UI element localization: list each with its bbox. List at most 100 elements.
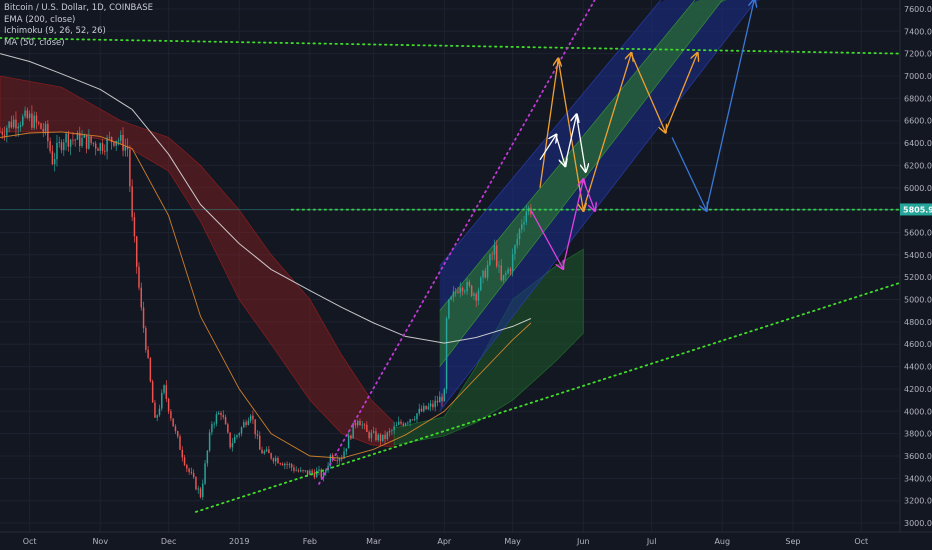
candle-body (131, 186, 133, 217)
candle-body (461, 287, 464, 292)
candle-body (186, 464, 188, 469)
x-tick-label: Dec (161, 537, 176, 546)
price-tag (900, 203, 932, 216)
candle-body (174, 426, 177, 432)
candle-body (429, 403, 432, 407)
x-tick-label: 2019 (229, 537, 249, 546)
candle-body (101, 143, 104, 151)
candle-body (486, 264, 489, 278)
candle-body (521, 224, 523, 230)
candle-body (411, 419, 414, 421)
white-projection-segment (539, 135, 556, 161)
legend-ema: EMA (200, close) (4, 14, 76, 25)
candle-body (336, 459, 338, 461)
candle-body (151, 381, 154, 403)
candle-body (211, 424, 213, 433)
x-tick-label: Oct (23, 537, 37, 546)
candle-body (42, 128, 45, 132)
candle-body (56, 142, 58, 160)
white-projection-segment (575, 115, 585, 171)
orange-projection-segment (582, 54, 631, 211)
candle-body (58, 142, 60, 143)
candle-body (202, 483, 204, 498)
candle-body (281, 463, 284, 466)
candle-body (90, 136, 92, 143)
blue-projection-segment (705, 0, 754, 211)
candle-body (341, 458, 343, 460)
candle-body (343, 451, 345, 459)
candle-body (418, 408, 420, 414)
candle-body (427, 406, 430, 410)
candle-body (473, 293, 475, 296)
candle-body (297, 470, 300, 472)
candle-body (452, 291, 455, 297)
candle-body (192, 472, 195, 478)
y-tick-label: 7200.00 (904, 50, 932, 59)
y-tick-label: 3600.00 (904, 452, 932, 461)
candle-body (115, 140, 117, 146)
candle-body (509, 269, 512, 272)
candle-body (88, 136, 90, 149)
candle-body (265, 449, 268, 452)
candle-body (120, 134, 122, 141)
candle-body (382, 434, 384, 441)
legend-symbol: Bitcoin / U.S. Dollar, 1D, COINBASE (4, 3, 153, 13)
candle-body (188, 468, 190, 472)
candle-body (10, 121, 13, 128)
candle-body (345, 448, 348, 452)
candle-body (135, 236, 138, 267)
candle-body (268, 449, 270, 454)
candle-body (459, 287, 461, 293)
candle-body (413, 419, 416, 421)
x-tick-label: Jun (576, 537, 590, 546)
candle-body (477, 290, 480, 301)
candle-body (518, 229, 521, 240)
candle-body (181, 449, 184, 458)
y-tick-label: 4800.00 (904, 318, 932, 327)
candle-body (375, 431, 377, 441)
candle-body (370, 432, 373, 439)
candle-body (0, 131, 1, 133)
candle-body (65, 133, 67, 143)
candle-body (379, 434, 382, 441)
candle-body (33, 115, 35, 128)
ma-50-line (0, 131, 532, 459)
candle-body (502, 275, 505, 281)
candle-body (79, 132, 81, 147)
candle-body (525, 211, 528, 222)
candle-body (204, 463, 206, 484)
candle-body (290, 464, 293, 468)
candle-body (15, 119, 17, 129)
candle-body (224, 417, 227, 425)
candle-body (40, 123, 42, 129)
candle-body (300, 470, 302, 472)
candle-body (133, 216, 136, 237)
blue-projection-segment (671, 137, 706, 210)
candle-body (395, 424, 398, 427)
candle-body (306, 470, 309, 475)
candle-body (450, 296, 452, 300)
candle-body (516, 239, 518, 246)
y-tick-label: 4400.00 (904, 363, 932, 372)
candle-body (388, 430, 391, 433)
candle-body (165, 385, 168, 399)
y-tick-label: 3200.00 (904, 497, 932, 506)
candle-body (407, 422, 409, 424)
candle-body (199, 488, 202, 498)
orange-projection-segment (630, 53, 665, 132)
candle-body (97, 148, 99, 151)
orange-projection (539, 53, 697, 211)
blue-projection (671, 0, 754, 211)
candle-body (318, 469, 320, 471)
candle-body (170, 411, 172, 419)
candle-body (304, 470, 307, 472)
candle-body (147, 349, 149, 358)
candle-body (277, 457, 279, 464)
y-tick-label: 7600.00 (904, 5, 932, 14)
candle-body (208, 432, 211, 451)
candle-body (295, 470, 297, 472)
magenta-trendline (318, 0, 596, 485)
y-axis-panel (900, 0, 932, 550)
